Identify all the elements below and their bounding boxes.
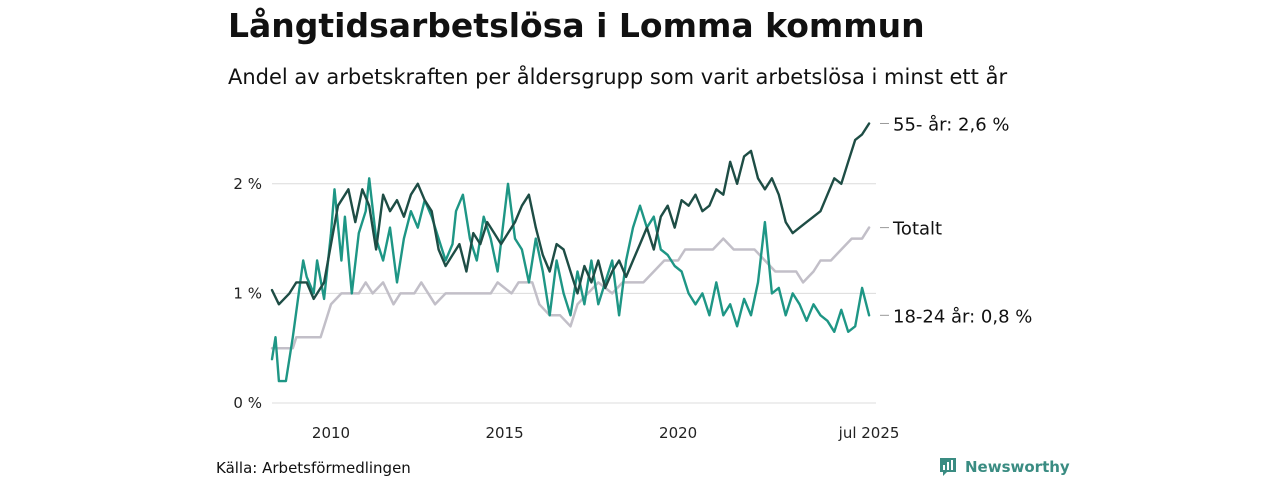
end-label-55: 55- år: 2,6 % [893, 114, 1009, 135]
end-label-young: 18-24 år: 0,8 % [893, 306, 1032, 327]
series-line-young [270, 177, 871, 383]
chart-title: Långtidsarbetslösa i Lomma kommun [228, 6, 925, 45]
series-line-total [270, 226, 871, 350]
y-tick-label: 0 % [233, 394, 262, 412]
x-tick-label: 2010 [312, 424, 350, 442]
line-chart: 0 % 1 % 2 % 2010 2015 2020 jul 2025 55- år: 2,… [233, 114, 1032, 442]
x-tick-label: 2015 [485, 424, 523, 442]
y-tick-label: 1 % [233, 284, 262, 302]
brand-logo: Newsworthy [938, 456, 1070, 478]
series-layer [270, 122, 871, 383]
brand-name: Newsworthy [965, 458, 1070, 476]
series-line-55 [270, 122, 871, 306]
x-tick-label: 2020 [659, 424, 697, 442]
end-label-total: Totalt [892, 219, 942, 240]
grid-layer: 0 % 1 % 2 % 2010 2015 2020 jul 2025 [233, 175, 899, 442]
y-tick-label: 2 % [233, 175, 262, 193]
newsworthy-logo-icon [940, 458, 956, 476]
label-layer: 55- år: 2,6 % Totalt 18-24 år: 0,8 % [880, 114, 1032, 327]
chart-subtitle: Andel av arbetskraften per åldersgrupp s… [228, 65, 1008, 89]
x-tick-label: jul 2025 [838, 424, 900, 442]
source-note: Källa: Arbetsförmedlingen [216, 459, 411, 477]
